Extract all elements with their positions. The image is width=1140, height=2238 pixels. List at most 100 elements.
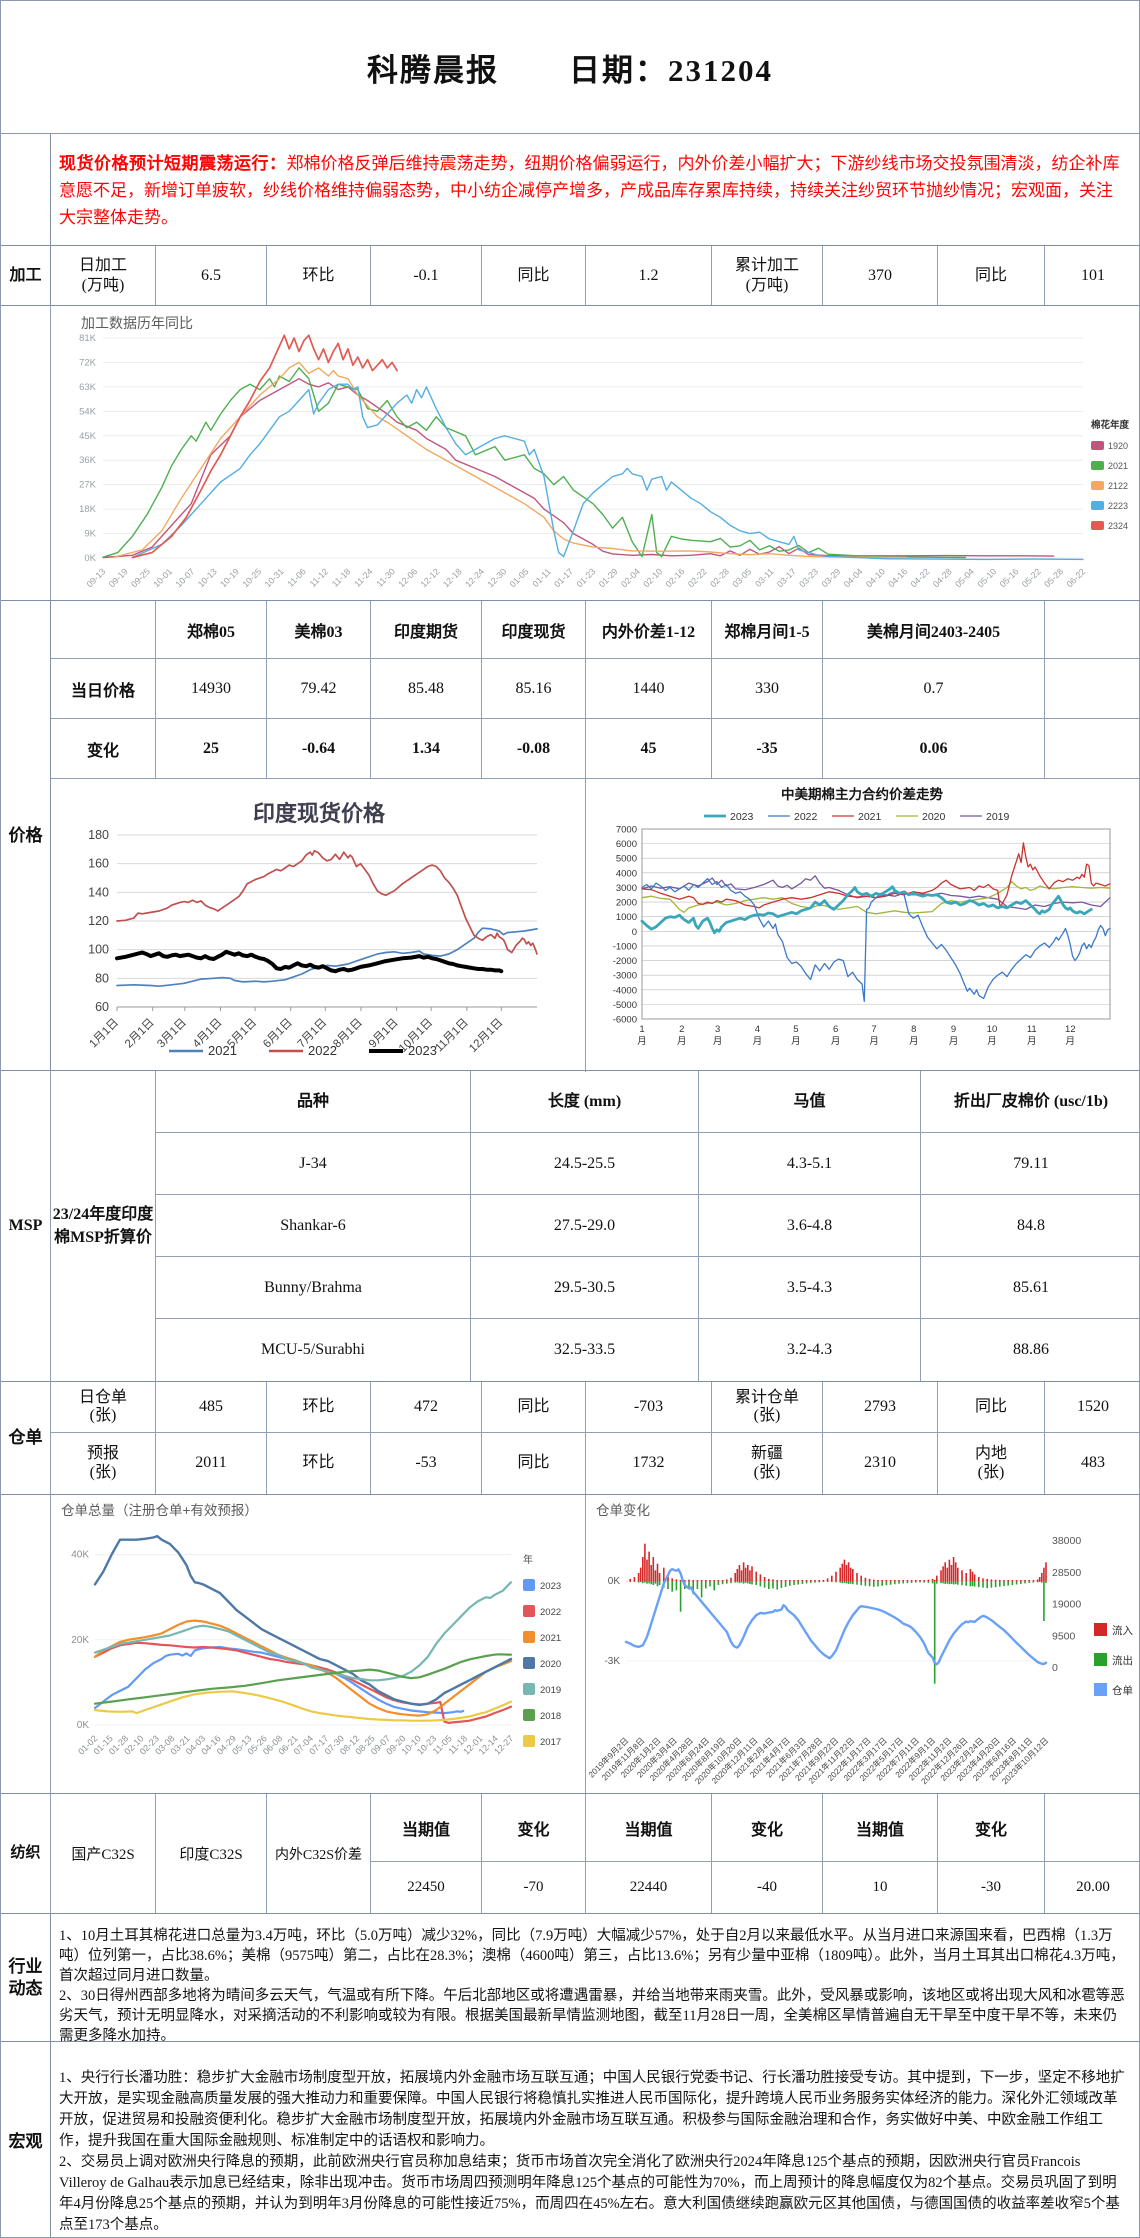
- price-row1-v1: 79.42: [267, 659, 371, 719]
- msp-row-variety: Shankar-6: [156, 1195, 471, 1257]
- svg-text:6月1日: 6月1日: [261, 1017, 295, 1051]
- textile-extra-value: 20.00: [1076, 1879, 1110, 1895]
- svg-text:11-12: 11-12: [308, 566, 331, 589]
- textile-g2-current-value: 22440: [586, 1862, 712, 1913]
- processing-yoy-chart[interactable]: 加工数据历年同比 0K 9K 18K 27K 36K 45K 54K 63K 72K 81K 09-1…: [51, 306, 1139, 600]
- msp-row-mic: 3.5-4.3: [699, 1257, 921, 1319]
- svg-text:10-19: 10-19: [218, 566, 241, 589]
- svg-text:月: 月: [791, 1036, 801, 1047]
- svg-text:18K: 18K: [79, 504, 97, 515]
- price-section: 价格 郑棉05 美棉03 印度期货 印度现货 内外价差1-12 郑棉月间1-5 …: [1, 601, 1139, 1072]
- svg-text:11-30: 11-30: [374, 566, 397, 589]
- price-row1-v4: 1440: [586, 659, 712, 719]
- price-row1-v6: 0.7: [823, 659, 1045, 719]
- svg-text:10-13: 10-13: [196, 566, 219, 589]
- svg-text:04-28: 04-28: [931, 566, 954, 589]
- price-row1-v5: 330: [712, 659, 823, 719]
- svg-text:05-16: 05-16: [998, 566, 1021, 589]
- svg-text:1月1日: 1月1日: [87, 1017, 121, 1051]
- price-col-meimian03: 美棉03: [267, 601, 371, 659]
- svg-text:5: 5: [793, 1024, 798, 1035]
- warehouse-section: 仓单 日仓单 (张) 485 环比 472 同比 -703 累计仓单 (张) 2…: [1, 1382, 1139, 1495]
- price-row1-label: 当日价格: [51, 659, 156, 719]
- wh-mom-value: 472: [371, 1382, 482, 1433]
- svg-text:03-17: 03-17: [775, 566, 798, 589]
- svg-text:120: 120: [88, 914, 109, 928]
- wh-cum-yoy-label: 同比: [938, 1382, 1045, 1433]
- wh-forecast-value: 2011: [156, 1433, 267, 1494]
- price-row1-v2: 85.48: [371, 659, 482, 719]
- svg-text:81K: 81K: [79, 333, 97, 344]
- svg-text:-1000: -1000: [613, 941, 637, 952]
- svg-text:4000: 4000: [616, 868, 637, 879]
- warrant-total-chart[interactable]: 仓单总量（注册仓单+有效预报） 0K 20K 40K 01-02 01-15 01-28 02…: [51, 1495, 586, 1793]
- report-header: 科腾晨报 日期：231204: [1, 1, 1139, 134]
- svg-text:11-06: 11-06: [285, 566, 308, 589]
- svg-text:2122: 2122: [1108, 481, 1128, 491]
- summary-lead: 现货价格预计短期震荡运行：: [59, 154, 287, 173]
- svg-text:月: 月: [831, 1036, 841, 1047]
- msp-row-price: 79.11: [921, 1133, 1139, 1195]
- svg-text:06-22: 06-22: [1064, 566, 1087, 589]
- wh-mom-label: 环比: [267, 1382, 371, 1433]
- warrant-change-chart[interactable]: 仓单变化 0K -3K 0 9500 19000 28500 38000 2019年9月2日 20…: [586, 1495, 1139, 1793]
- svg-text:仓单: 仓单: [1112, 1684, 1133, 1697]
- textile-extra-empty: [1045, 1794, 1139, 1862]
- svg-text:5000: 5000: [616, 854, 637, 865]
- svg-text:9500: 9500: [1052, 1630, 1076, 1642]
- svg-text:9K: 9K: [84, 529, 96, 540]
- svg-text:09-25: 09-25: [129, 566, 152, 589]
- macro-item: 2、交易员上调对欧洲央行降息的预期，此前欧洲央行官员称加息结束；货币市场首次完全…: [59, 2154, 1120, 2233]
- svg-text:6000: 6000: [616, 839, 637, 850]
- svg-text:02-16: 02-16: [664, 566, 687, 589]
- svg-text:-5000: -5000: [613, 1000, 637, 1011]
- svg-text:19000: 19000: [1052, 1599, 1081, 1611]
- svg-text:05-28: 05-28: [1042, 566, 1065, 589]
- svg-text:12: 12: [1065, 1024, 1076, 1035]
- report-date: 日期：231204: [569, 52, 773, 88]
- textile-g3-current-value: 10: [823, 1862, 938, 1913]
- svg-text:02-10: 02-10: [641, 566, 664, 589]
- svg-text:2021: 2021: [540, 1633, 561, 1644]
- price-col-zhengmian05: 郑棉05: [156, 601, 267, 659]
- svg-text:2324: 2324: [1108, 521, 1128, 531]
- textile-group2-name: 印度C32S: [156, 1794, 267, 1913]
- svg-text:140: 140: [88, 885, 109, 899]
- wh-daily-value: 485: [156, 1382, 267, 1433]
- svg-text:2021: 2021: [208, 1043, 237, 1058]
- svg-text:01-11: 01-11: [530, 566, 553, 589]
- msp-col-price: 折出厂皮棉价 (usc/1b): [921, 1071, 1139, 1133]
- textile-section-label: 纺织: [1, 1794, 51, 1913]
- svg-text:月: 月: [713, 1036, 723, 1047]
- svg-text:3月1日: 3月1日: [155, 1017, 189, 1051]
- cn-us-spread-chart: 中美期棉主力合约价差走势 2023 2022 2021 2020 2019 -6000 -50…: [586, 779, 1139, 1072]
- svg-text:2020: 2020: [922, 811, 946, 823]
- svg-text:月: 月: [637, 1036, 647, 1047]
- processing-cum-label: 累计加工 (万吨): [712, 246, 823, 305]
- processing-cum-value: 370: [823, 246, 938, 305]
- svg-text:0: 0: [1052, 1662, 1058, 1674]
- svg-text:2223: 2223: [1108, 501, 1128, 511]
- msp-row-length: 27.5-29.0: [471, 1195, 699, 1257]
- svg-text:中美期棉主力合约价差走势: 中美期棉主力合约价差走势: [781, 786, 943, 802]
- svg-text:100: 100: [88, 943, 109, 957]
- msp-row-variety: MCU-5/Surabhi: [156, 1319, 471, 1381]
- industry-section: 行业动态 1、10月土耳其棉花进口总量为3.4万吨，环比（5.0万吨）减少32%…: [1, 1914, 1139, 2044]
- price-table: 郑棉05 美棉03 印度期货 印度现货 内外价差1-12 郑棉月间1-5 美棉月…: [51, 601, 1139, 779]
- svg-text:2023: 2023: [540, 1581, 561, 1592]
- msp-section-label: MSP: [1, 1071, 51, 1381]
- svg-text:9月1日: 9月1日: [367, 1017, 401, 1051]
- svg-text:6: 6: [833, 1024, 838, 1035]
- svg-text:流入: 流入: [1112, 1624, 1134, 1637]
- svg-text:0: 0: [632, 927, 637, 938]
- svg-text:-4000: -4000: [613, 985, 637, 996]
- price-row2-v6: 0.06: [823, 719, 1045, 778]
- processing-daily-label: 日加工 (万吨): [51, 246, 156, 305]
- svg-text:10-01: 10-01: [151, 566, 174, 589]
- svg-text:月: 月: [869, 1036, 879, 1047]
- svg-text:月: 月: [1065, 1036, 1075, 1047]
- svg-text:80: 80: [95, 971, 109, 985]
- svg-text:60: 60: [95, 1000, 109, 1014]
- price-row2-label: 变化: [51, 719, 156, 778]
